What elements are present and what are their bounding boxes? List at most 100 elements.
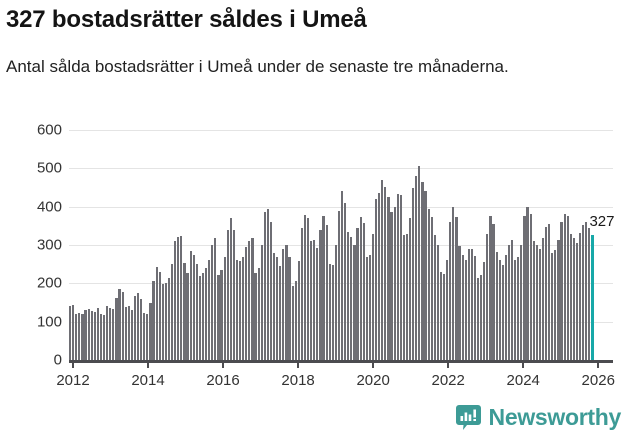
bar	[121, 291, 124, 360]
x-axis-tick-label: 2022	[431, 372, 465, 389]
x-axis-tick	[147, 360, 150, 368]
bar	[226, 229, 229, 360]
gridline	[69, 130, 613, 131]
bar	[375, 199, 378, 360]
bar	[575, 243, 579, 360]
bar	[557, 240, 560, 360]
bar	[208, 259, 211, 360]
bar	[133, 295, 137, 360]
bar	[229, 218, 232, 360]
bar	[344, 202, 347, 360]
bar	[189, 250, 192, 360]
bar	[198, 276, 202, 360]
bar	[276, 257, 279, 360]
x-axis-tick	[522, 360, 525, 368]
bar	[362, 222, 365, 360]
bar	[492, 223, 495, 360]
bar	[566, 216, 569, 360]
bar	[307, 218, 310, 360]
bar	[112, 309, 115, 360]
bar	[334, 245, 338, 360]
bar	[433, 235, 436, 360]
bar	[220, 269, 223, 360]
bar	[143, 313, 146, 360]
bar	[130, 310, 134, 360]
bar	[467, 248, 470, 360]
bar	[498, 259, 501, 360]
newsworthy-logo[interactable]: Newsworthy	[455, 404, 621, 431]
bar	[548, 223, 551, 360]
bar	[480, 274, 483, 360]
bar	[452, 206, 455, 360]
bar	[541, 238, 545, 360]
bar	[371, 233, 375, 360]
bar	[72, 305, 75, 360]
bar	[294, 281, 297, 360]
x-axis-tick	[297, 360, 300, 368]
bar	[511, 240, 514, 360]
bar	[90, 310, 93, 360]
bar	[495, 251, 498, 360]
bar	[171, 264, 174, 360]
bar	[201, 272, 205, 360]
bar	[186, 272, 189, 360]
bar	[291, 286, 294, 360]
bar	[223, 257, 226, 360]
y-axis-tick-label: 400	[36, 198, 62, 216]
bar	[517, 257, 520, 360]
bar	[192, 254, 195, 360]
x-axis-tick-label: 2018	[281, 372, 315, 389]
bar	[341, 191, 344, 360]
bar	[300, 227, 304, 360]
bar	[337, 210, 341, 360]
bar	[87, 309, 90, 360]
bar	[81, 314, 84, 360]
y-axis-tick-label: 600	[36, 121, 62, 139]
bar	[149, 302, 152, 360]
bar	[263, 212, 266, 360]
bar	[248, 241, 251, 360]
bar	[390, 212, 393, 360]
x-axis-tick	[597, 360, 600, 368]
bar	[353, 245, 356, 360]
bar	[473, 255, 477, 360]
bar	[99, 314, 103, 360]
bar	[124, 307, 127, 360]
bar	[486, 233, 489, 360]
bar	[427, 208, 430, 360]
bar	[412, 187, 415, 360]
bar	[78, 313, 81, 360]
bar	[217, 274, 220, 360]
y-axis-tick-label: 300	[36, 236, 62, 254]
bar	[183, 263, 186, 360]
bar	[424, 191, 427, 360]
x-axis-tick-label: 2020	[356, 372, 390, 389]
bar	[251, 238, 254, 360]
bar	[239, 261, 242, 360]
x-axis-tick-label: 2014	[131, 372, 165, 389]
bar	[260, 245, 263, 360]
bar	[356, 227, 359, 360]
bar	[554, 249, 557, 360]
bar	[242, 256, 245, 360]
bar	[331, 264, 334, 360]
bar	[232, 230, 236, 360]
bar	[195, 264, 198, 360]
bar	[464, 259, 467, 360]
bar	[378, 193, 381, 360]
bar	[155, 266, 158, 360]
bar	[282, 248, 285, 360]
bar	[273, 252, 276, 360]
bar	[325, 225, 328, 360]
bar	[350, 236, 353, 360]
bar	[405, 233, 409, 360]
bar-highlighted	[591, 234, 594, 360]
bar	[313, 240, 316, 360]
bar	[93, 312, 96, 360]
page-title: 327 bostadsrätter såldes i Umeå	[6, 6, 367, 33]
bar	[396, 194, 399, 360]
bar	[167, 277, 171, 360]
bar	[384, 186, 387, 360]
x-axis-line	[69, 360, 613, 363]
page-subtitle: Antal sålda bostadsrätter i Umeå under d…	[6, 57, 509, 76]
